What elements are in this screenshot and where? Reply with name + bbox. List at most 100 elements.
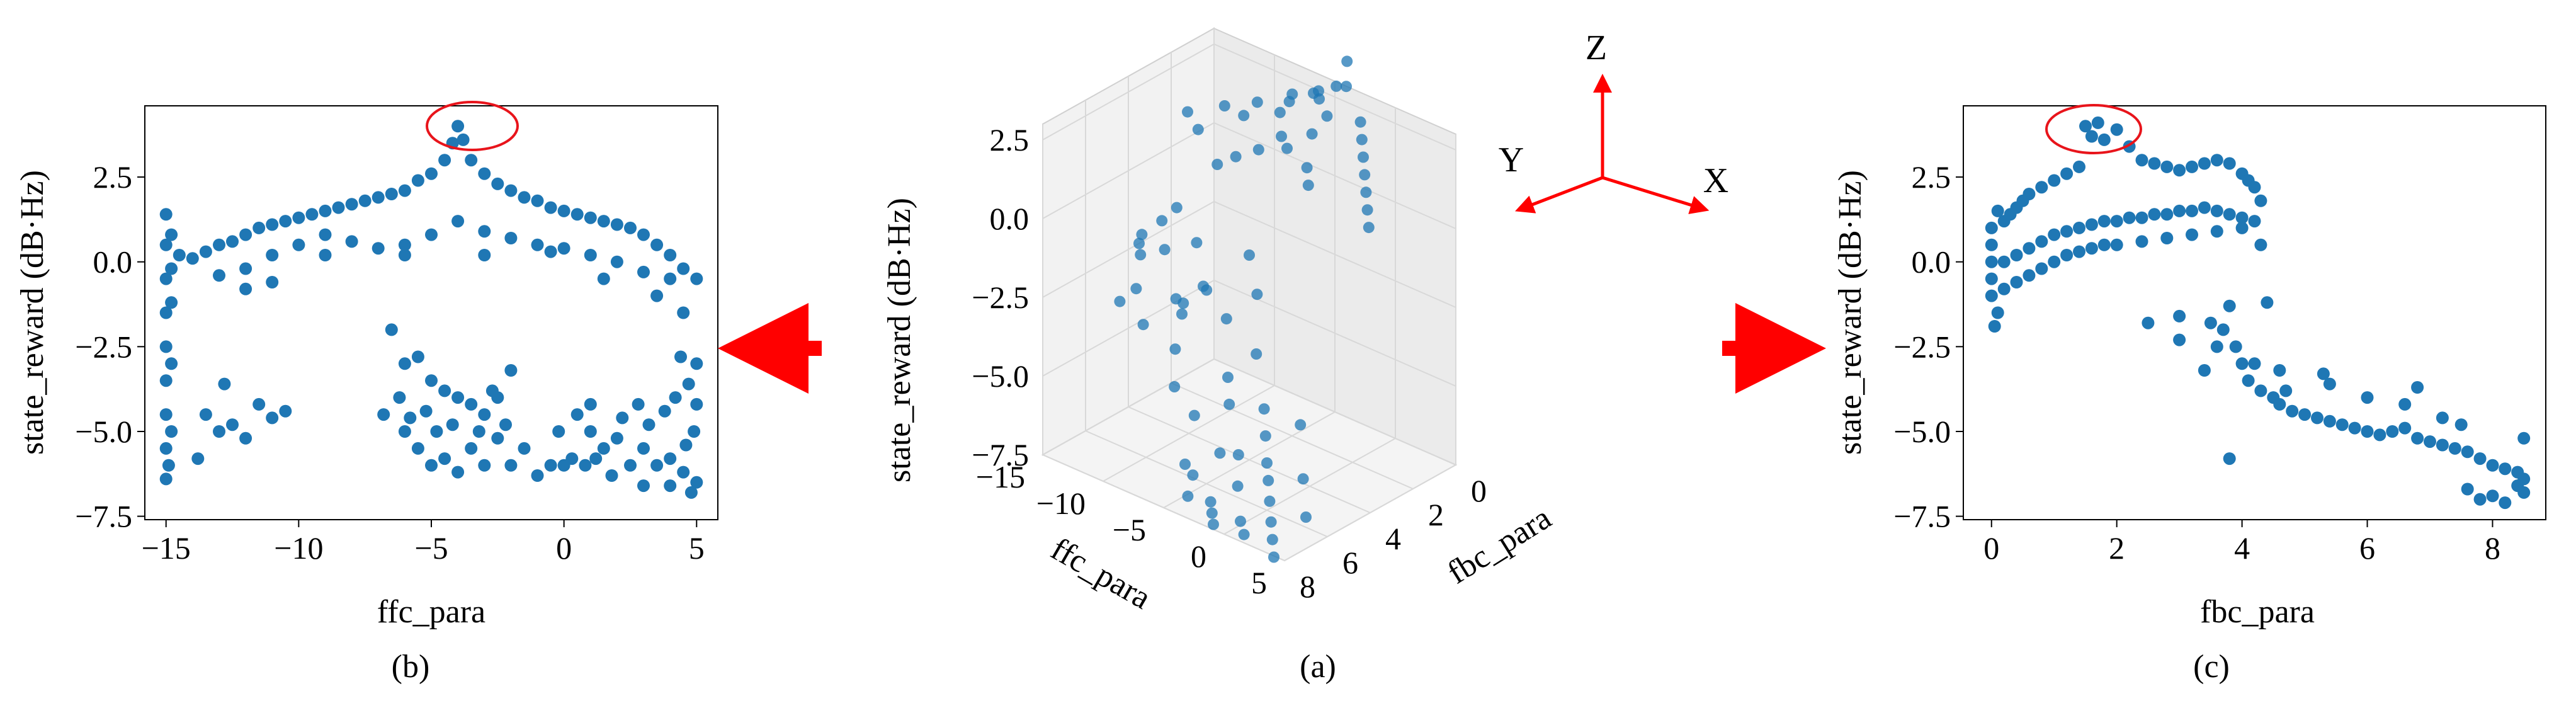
data-point (682, 377, 695, 391)
data-point (1171, 202, 1183, 214)
data-point (345, 235, 358, 248)
data-point (2023, 188, 2036, 200)
data-point (2010, 276, 2023, 288)
data-point (478, 459, 491, 472)
data-point (1261, 457, 1273, 469)
data-point (2279, 384, 2293, 397)
data-point (1192, 123, 1204, 135)
x-tick-label: 8 (2485, 530, 2500, 566)
data-point (2060, 167, 2074, 180)
data-point (1238, 528, 1250, 540)
data-point (2235, 357, 2249, 370)
data-point (531, 238, 544, 251)
data-point (1211, 159, 1223, 170)
data-point (213, 238, 225, 251)
data-point (2473, 452, 2487, 465)
data-point (2123, 211, 2136, 224)
data-point (2198, 364, 2211, 377)
data-point (552, 425, 565, 438)
data-point (239, 431, 252, 445)
data-point (159, 340, 173, 353)
data-point (499, 418, 512, 431)
y-axis-label: state_reward (dB·Hz) (14, 170, 50, 455)
data-point (557, 242, 570, 255)
data-point (2235, 221, 2249, 234)
data-point (1135, 249, 1147, 261)
data-point (2248, 181, 2261, 194)
data-point (305, 208, 319, 221)
data-point (165, 296, 178, 309)
data-point (2110, 215, 2123, 228)
data-point (1187, 469, 1199, 481)
data-point (677, 262, 690, 275)
data-point (2210, 340, 2223, 353)
data-point (385, 188, 398, 200)
data-point (1182, 490, 1194, 502)
data-point (2348, 421, 2361, 435)
data-point (664, 249, 677, 261)
data-point (239, 282, 252, 295)
data-point (398, 425, 411, 438)
x-tick-label: 2 (1428, 497, 1444, 532)
data-point (159, 374, 173, 387)
data-point (319, 204, 332, 217)
data-point (1991, 204, 2004, 217)
data-point (173, 249, 186, 261)
y-axis-ticks: −7.5 −5.0 −2.5 0.0 2.5 (75, 159, 145, 534)
y-tick-label: −5 (1113, 512, 1146, 547)
data-point (1991, 306, 2004, 319)
z-tick-label: 2.5 (990, 122, 1030, 157)
data-point (1206, 507, 1218, 519)
data-point (1281, 142, 1293, 154)
data-point (430, 425, 443, 438)
data-point (332, 201, 345, 214)
data-point (191, 452, 205, 465)
data-point (637, 228, 650, 241)
data-point (398, 184, 411, 197)
data-point (2254, 384, 2267, 397)
data-point (2323, 377, 2336, 391)
data-point (2361, 391, 2374, 404)
data-point (292, 238, 305, 251)
data-point (674, 350, 687, 363)
data-point (1295, 419, 1307, 431)
data-point (688, 425, 701, 438)
data-point (1302, 180, 1314, 191)
data-point (425, 459, 438, 472)
y-tick-label: 0.0 (93, 244, 133, 280)
highlight-ellipse (426, 101, 519, 151)
data-point (1223, 398, 1235, 410)
data-point (616, 411, 629, 425)
data-point (2148, 157, 2161, 170)
data-point (690, 397, 703, 411)
y-grid-line (1223, 108, 1396, 535)
y-axis-label: state_reward (dB·Hz) (1832, 170, 1868, 455)
data-point (624, 459, 637, 472)
data-point (319, 249, 332, 261)
data-point (2454, 418, 2468, 431)
data-point (478, 249, 491, 261)
data-point (1297, 473, 1309, 485)
data-point (1356, 134, 1368, 146)
data-point (2486, 489, 2499, 503)
data-point (531, 194, 544, 207)
data-point (2160, 208, 2174, 221)
data-point (1156, 215, 1168, 227)
data-point (637, 442, 650, 455)
data-point (2135, 235, 2148, 248)
y-tick-label: −7.5 (1893, 499, 1951, 534)
data-point (425, 374, 438, 387)
data-point (1191, 237, 1203, 249)
data-point (2186, 204, 2198, 217)
data-point (159, 306, 173, 319)
z-indicator-label: Z (1586, 28, 1607, 67)
data-point (252, 397, 266, 411)
data-point (159, 408, 173, 421)
data-point (2073, 221, 2085, 234)
data-point (1358, 151, 1369, 163)
axes-indicator: Z Y X (1499, 28, 1728, 214)
data-point (658, 404, 671, 418)
data-point (1268, 551, 1279, 563)
x-tick-label: 8 (1300, 569, 1315, 604)
